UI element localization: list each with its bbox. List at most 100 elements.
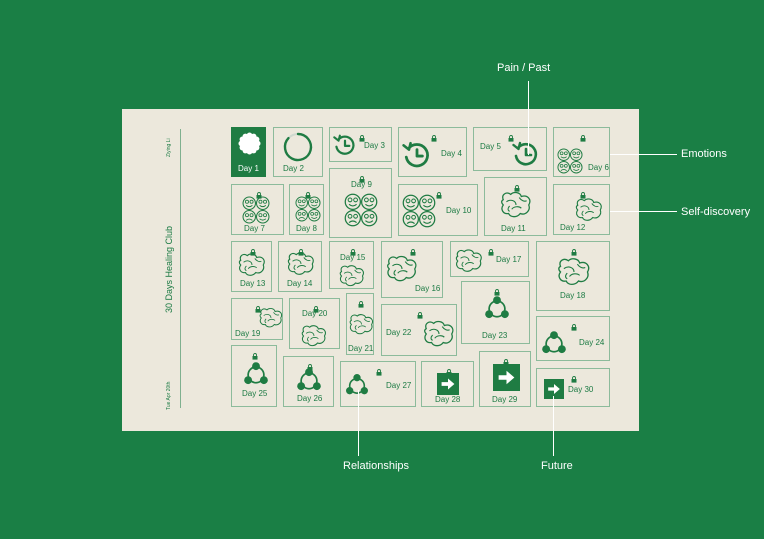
day-label: Day 28	[435, 395, 461, 404]
brain-icon	[499, 188, 533, 227]
lock-icon	[376, 363, 382, 376]
progress-ring-icon	[282, 131, 314, 168]
brain-icon	[348, 311, 375, 343]
lock-icon	[305, 186, 311, 199]
day-label: Day 27	[386, 381, 412, 390]
future-annotation: Future	[541, 460, 573, 472]
day-label: Day 25	[242, 389, 268, 398]
people-triangle-icon	[483, 294, 511, 327]
day-tile-15[interactable]: Day 15	[329, 241, 374, 289]
day-tile-10[interactable]: Day 10	[398, 184, 478, 236]
lock-icon	[488, 243, 494, 256]
lock-icon	[503, 353, 509, 366]
day-tile-12[interactable]: Day 12	[553, 184, 610, 235]
arrow-right-box-icon	[544, 379, 564, 404]
lock-icon	[252, 347, 258, 360]
day-label: Day 7	[244, 224, 265, 233]
lock-icon	[313, 300, 319, 313]
day-tile-27[interactable]: Day 27	[340, 361, 416, 407]
day-tile-7[interactable]: Day 7	[231, 184, 284, 235]
day-tile-29[interactable]: Day 29	[479, 351, 531, 407]
day-tile-1[interactable]: Day 1	[231, 127, 266, 177]
self-discovery-leader-line	[610, 211, 677, 212]
brain-icon	[338, 262, 366, 295]
lock-icon	[255, 300, 261, 313]
lock-icon	[580, 129, 586, 142]
day-tile-20[interactable]: Day 20	[289, 298, 340, 349]
lock-icon	[298, 243, 304, 256]
lock-icon	[359, 170, 365, 183]
day-tile-4[interactable]: Day 4	[398, 127, 467, 177]
lock-icon	[446, 363, 452, 376]
day-tile-18[interactable]: Day 18	[536, 241, 610, 311]
app-title: 30 Days Healing Club	[164, 225, 174, 313]
day-tile-24[interactable]: Day 24	[536, 316, 610, 361]
faces-icon	[402, 194, 436, 233]
day-tile-2[interactable]: Day 2	[273, 127, 323, 177]
day-tile-22[interactable]: Day 22	[381, 304, 457, 356]
faces-icon	[557, 148, 583, 179]
day-tile-9[interactable]: Day 9	[329, 168, 392, 238]
lock-icon	[514, 179, 520, 192]
day-label: Day 22	[386, 328, 412, 337]
day-label: Day 12	[560, 223, 586, 232]
relationships-annotation: Relationships	[343, 460, 410, 472]
day-label: Day 4	[441, 149, 462, 158]
day-label: Day 17	[496, 255, 522, 264]
day-label: Day 2	[283, 164, 304, 173]
people-triangle-icon	[295, 366, 323, 399]
day-tile-11[interactable]: Day 11	[484, 177, 547, 236]
lock-icon	[358, 295, 364, 308]
day-tile-21[interactable]: Day 21	[346, 293, 374, 355]
brain-icon	[286, 249, 316, 284]
people-triangle-icon	[242, 360, 270, 393]
day-label: Day 16	[415, 284, 441, 293]
lock-icon	[580, 186, 586, 199]
brain-icon	[258, 305, 284, 336]
lock-icon	[350, 243, 356, 256]
day-tile-8[interactable]: Day 8	[289, 184, 324, 235]
pain-past-leader-line	[528, 81, 529, 155]
day-tile-3[interactable]: Day 3	[329, 127, 392, 162]
day-label: Day 8	[296, 224, 317, 233]
brain-icon	[574, 195, 604, 230]
lock-icon	[256, 186, 262, 199]
lock-icon	[571, 243, 577, 256]
clock-history-icon	[402, 140, 432, 175]
day-tile-23[interactable]: Day 23	[461, 281, 530, 344]
day-label: Day 13	[240, 279, 266, 288]
day-tile-25[interactable]: Day 25	[231, 345, 277, 407]
day-tile-6[interactable]: Day 6	[553, 127, 610, 177]
day-tile-30[interactable]: Day 30	[536, 368, 610, 407]
day-label: Day 15	[340, 253, 366, 262]
day-tile-13[interactable]: Day 13	[231, 241, 272, 292]
people-triangle-icon	[540, 329, 568, 362]
arrow-right-box-icon	[493, 364, 520, 396]
date-label: Tue Apr 20th	[166, 381, 172, 410]
emotions-annotation: Emotions	[681, 148, 727, 160]
day-tile-17[interactable]: Day 17	[450, 241, 529, 277]
lock-icon	[410, 243, 416, 256]
day-tile-28[interactable]: Day 28	[421, 361, 474, 407]
day-tile-16[interactable]: Day 16	[381, 241, 443, 298]
day-tile-26[interactable]: Day 26	[283, 356, 334, 407]
day-tile-14[interactable]: Day 14	[278, 241, 322, 292]
clock-history-icon	[333, 133, 357, 162]
day-tile-5[interactable]: Day 5	[473, 127, 547, 171]
brain-icon	[237, 250, 267, 285]
day-label: Day 29	[492, 395, 518, 404]
clock-history-icon	[512, 140, 540, 173]
lock-icon	[571, 318, 577, 331]
day-label: Day 19	[235, 329, 261, 338]
faces-icon	[344, 193, 378, 232]
pain-past-annotation: Pain / Past	[497, 62, 551, 74]
lock-icon	[307, 358, 313, 371]
lock-icon	[359, 129, 365, 142]
day-tile-19[interactable]: Day 19	[231, 298, 283, 340]
day-label: Day 18	[560, 291, 586, 300]
lock-icon	[508, 129, 514, 142]
day-label: Day 14	[287, 279, 313, 288]
day-label: Day 30	[568, 385, 594, 394]
faces-icon	[242, 196, 270, 229]
day-label: Day 11	[501, 224, 526, 233]
